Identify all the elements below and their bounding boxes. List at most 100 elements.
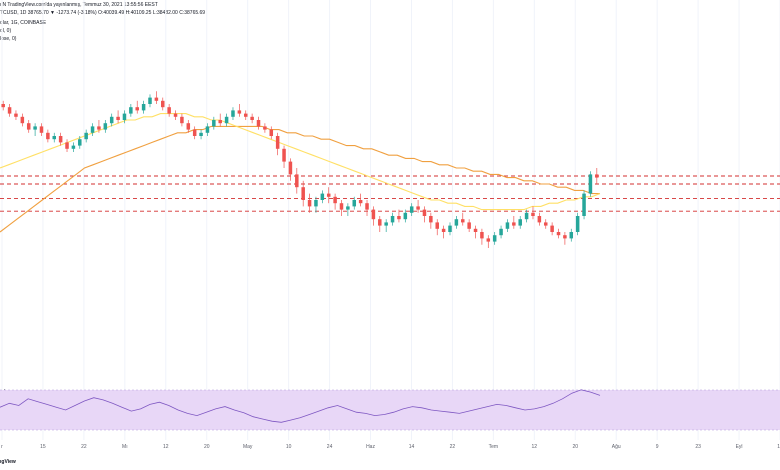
- x-tick-label: 10: [286, 444, 292, 450]
- candle-body: [346, 206, 350, 210]
- x-tick-label: 15: [40, 444, 46, 450]
- candle-body: [224, 116, 229, 124]
- candle-body: [518, 219, 522, 226]
- candle-body: [569, 232, 574, 239]
- candle-body: [148, 97, 152, 104]
- candle-body: [365, 203, 369, 210]
- candle-body: [161, 100, 165, 108]
- candle-body: [358, 200, 363, 204]
- candle-body: [467, 222, 471, 229]
- candle-body: [282, 148, 286, 162]
- candle-body: [243, 113, 248, 117]
- x-tick-label: 22: [81, 444, 87, 450]
- x-tick-label: 24: [327, 444, 333, 450]
- exchange-line: olar, 1G, COINBASE: [0, 20, 47, 26]
- x-tick-label: 13: [777, 444, 780, 450]
- candle-body: [339, 203, 344, 210]
- candle-body: [582, 193, 586, 216]
- candle-body: [205, 126, 210, 133]
- candle-body: [7, 107, 12, 114]
- x-tick-label: Haz: [366, 444, 375, 450]
- x-tick-label: May: [243, 444, 253, 450]
- x-tick-label: r: [1, 444, 3, 450]
- candle-body: [231, 110, 235, 117]
- candle-body: [326, 193, 331, 197]
- candle-body: [263, 126, 267, 130]
- tradingview-logo: ıgView: [0, 459, 16, 465]
- indicator-legend-2: lose, 0): [0, 36, 17, 42]
- candle-body: [116, 116, 120, 120]
- candle-body: [473, 228, 478, 232]
- candle-body: [371, 209, 376, 220]
- candle-body: [301, 187, 305, 200]
- candle-body: [288, 161, 293, 175]
- candle-body: [71, 145, 76, 149]
- candle-body: [135, 107, 139, 111]
- candle-body: [295, 174, 299, 188]
- candle-body: [109, 116, 114, 124]
- candle-body: [250, 116, 254, 120]
- candle-body: [492, 235, 497, 242]
- x-tick-label: 23: [695, 444, 701, 450]
- candle-body: [129, 107, 133, 114]
- candle-body: [397, 216, 401, 220]
- candle-body: [103, 123, 108, 130]
- candle-body: [167, 107, 171, 114]
- candle-body: [454, 219, 459, 226]
- candle-body: [499, 228, 503, 236]
- candle-body: [441, 228, 446, 232]
- x-tick-label: 20: [572, 444, 578, 450]
- candle-body: [505, 222, 510, 229]
- candle-body: [1, 104, 5, 108]
- candle-body: [307, 200, 312, 207]
- x-tick-label: 20: [204, 444, 210, 450]
- candle-body: [537, 216, 542, 223]
- candle-body: [20, 116, 25, 124]
- candle-body: [212, 120, 216, 127]
- candle-body: [65, 142, 69, 149]
- candle-body: [448, 225, 452, 232]
- candle-body: [154, 97, 159, 101]
- candle-body: [333, 196, 337, 204]
- x-tick-label: 12: [163, 444, 169, 450]
- ma-slow-line: [0, 125, 600, 233]
- candle-body: [218, 120, 222, 124]
- rsi-line: [0, 389, 601, 423]
- candle-body: [269, 129, 274, 136]
- candle-body: [33, 126, 37, 130]
- candle-body: [192, 129, 197, 136]
- rsi-band: [0, 390, 780, 430]
- candle-body: [58, 136, 63, 143]
- candle-body: [435, 222, 439, 229]
- candle-body: [46, 132, 50, 140]
- candle-body: [320, 193, 325, 200]
- candle-body: [556, 232, 561, 236]
- ma-fast-line: [0, 113, 601, 211]
- candle-body: [237, 110, 242, 114]
- candle-body: [384, 222, 388, 226]
- candle-body: [52, 136, 57, 140]
- x-tick-label: Eyl: [736, 444, 743, 450]
- x-tick-label: 9: [656, 444, 659, 450]
- candle-body: [26, 123, 31, 130]
- x-tick-label: Tem: [489, 444, 498, 450]
- candle-body: [78, 139, 82, 146]
- candle-body: [524, 212, 529, 220]
- candle-body: [403, 212, 408, 220]
- candle-body: [461, 219, 465, 223]
- candle-body: [480, 232, 484, 239]
- candle-body: [575, 216, 580, 232]
- candle-body: [409, 206, 414, 213]
- published-caption: ılN TradingView.com'da yayınlanmış, Temm…: [0, 2, 158, 8]
- candle-body: [416, 206, 420, 210]
- candle-body: [486, 238, 491, 242]
- candle-body: [352, 200, 357, 207]
- symbol-ohlc-line: TCUSD, 1D 38765.70 ▼ -1273.74 (-3.18%) O…: [0, 10, 206, 16]
- x-tick-label: 14: [409, 444, 415, 450]
- candle-body: [512, 222, 516, 226]
- candle-body: [378, 219, 382, 226]
- candle-body: [97, 126, 101, 130]
- indicator-legend-1: ol, 0): [0, 28, 12, 34]
- candle-body: [186, 123, 191, 130]
